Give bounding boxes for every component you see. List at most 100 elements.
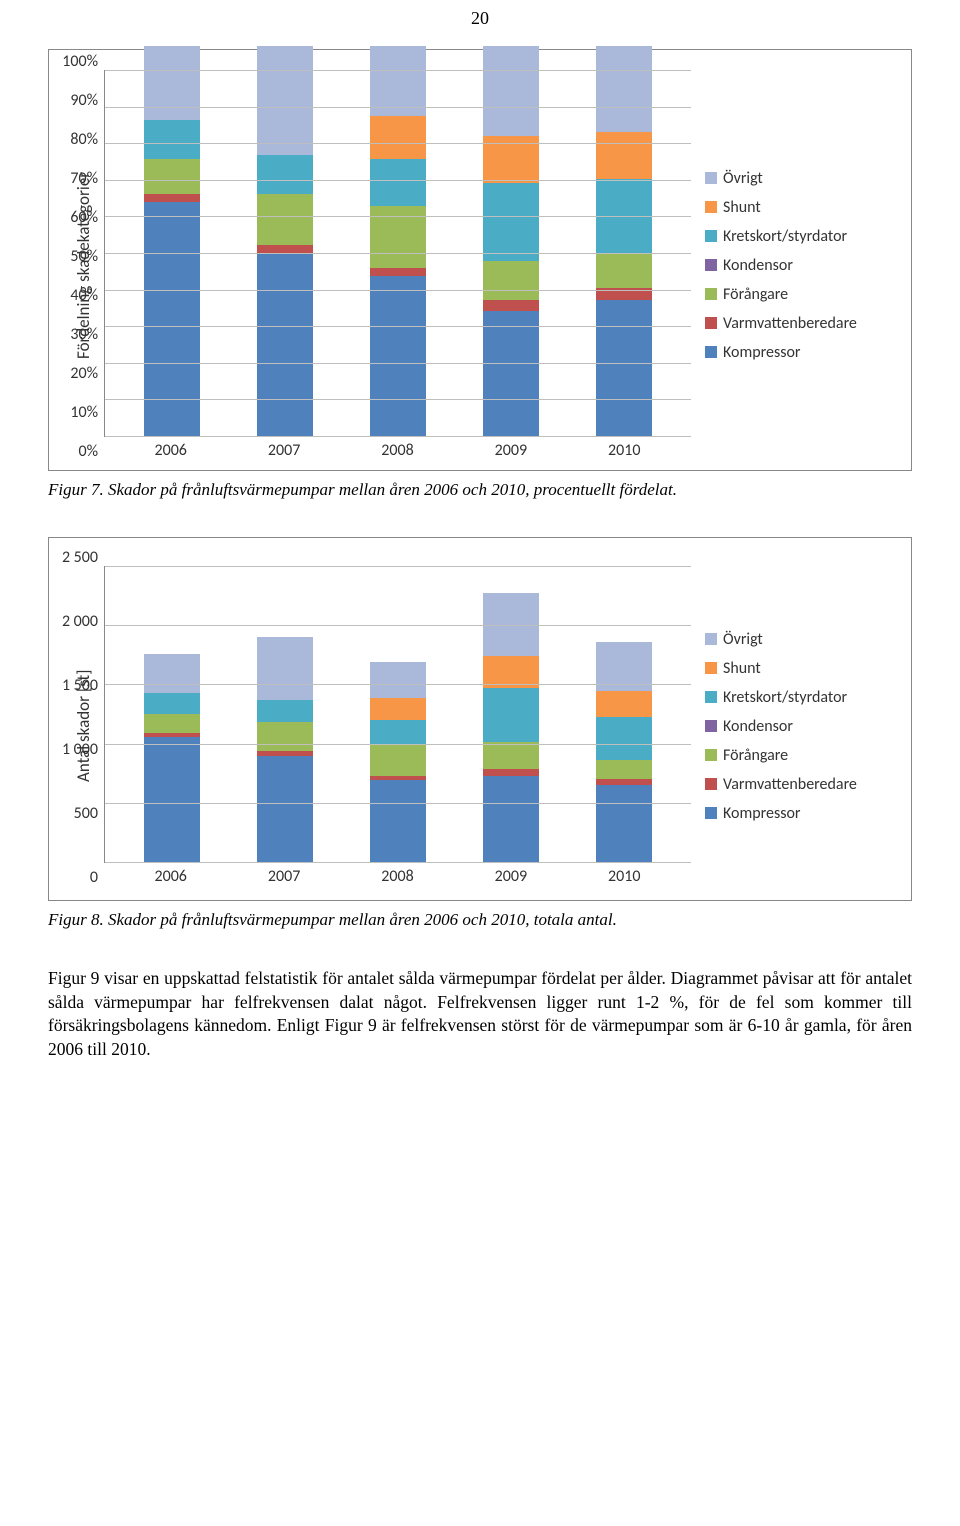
bar-2008 bbox=[370, 46, 426, 436]
legend-item-forangare: Förångare bbox=[705, 285, 891, 304]
segment-forangare bbox=[144, 159, 200, 194]
legend-item-varmvatten: Varmvattenberedare bbox=[705, 314, 891, 333]
segment-forangare bbox=[596, 760, 652, 779]
segment-forangare bbox=[370, 744, 426, 776]
chart1-frame: Fördelning skadekategorier 100%90%80%70%… bbox=[48, 49, 912, 471]
chart1-legend: ÖvrigtShuntKretskort/styrdatorKondensorF… bbox=[691, 70, 891, 460]
legend-swatch bbox=[705, 691, 717, 703]
segment-forangare bbox=[596, 253, 652, 288]
segment-ovrigt bbox=[596, 642, 652, 691]
chart2-plot bbox=[104, 566, 691, 863]
segment-kretskort bbox=[483, 183, 539, 261]
segment-shunt bbox=[370, 698, 426, 720]
legend-swatch bbox=[705, 662, 717, 674]
xtick: 2008 bbox=[369, 867, 425, 886]
legend-item-kompressor: Kompressor bbox=[705, 804, 891, 823]
gridline bbox=[105, 326, 691, 327]
gridline bbox=[105, 862, 691, 863]
gridline bbox=[105, 180, 691, 181]
segment-shunt bbox=[596, 691, 652, 718]
legend-swatch bbox=[705, 288, 717, 300]
legend-swatch bbox=[705, 633, 717, 645]
xtick: 2006 bbox=[143, 867, 199, 886]
bar-2010 bbox=[596, 46, 652, 436]
legend-swatch bbox=[705, 778, 717, 790]
legend-item-varmvatten: Varmvattenberedare bbox=[705, 775, 891, 794]
segment-kretskort bbox=[370, 159, 426, 206]
legend-swatch bbox=[705, 720, 717, 732]
segment-kompressor bbox=[596, 785, 652, 862]
legend-label: Varmvattenberedare bbox=[723, 314, 857, 333]
body-paragraph: Figur 9 visar en uppskattad felstatistik… bbox=[48, 967, 912, 1062]
legend-item-ovrigt: Övrigt bbox=[705, 169, 891, 188]
segment-kompressor bbox=[370, 276, 426, 436]
legend-item-forangare: Förångare bbox=[705, 746, 891, 765]
bar-2006 bbox=[144, 46, 200, 436]
xtick: 2010 bbox=[596, 867, 652, 886]
legend-swatch bbox=[705, 346, 717, 358]
segment-kretskort bbox=[370, 720, 426, 744]
segment-shunt bbox=[596, 132, 652, 179]
segment-kretskort bbox=[144, 693, 200, 713]
segment-varmvatten bbox=[483, 769, 539, 777]
gridline bbox=[105, 107, 691, 108]
segment-ovrigt bbox=[370, 662, 426, 698]
gridline bbox=[105, 216, 691, 217]
bar-2008 bbox=[370, 662, 426, 862]
segment-kompressor bbox=[596, 300, 652, 437]
legend-swatch bbox=[705, 749, 717, 761]
legend-label: Shunt bbox=[723, 659, 761, 678]
legend-item-kondensor: Kondensor bbox=[705, 717, 891, 736]
segment-ovrigt bbox=[144, 654, 200, 694]
gridline bbox=[105, 436, 691, 437]
legend-swatch bbox=[705, 259, 717, 271]
legend-label: Kondensor bbox=[723, 717, 793, 736]
gridline bbox=[105, 803, 691, 804]
legend-label: Kretskort/styrdator bbox=[723, 227, 847, 246]
gridline bbox=[105, 684, 691, 685]
legend-label: Kompressor bbox=[723, 804, 801, 823]
legend-swatch bbox=[705, 201, 717, 213]
legend-swatch bbox=[705, 317, 717, 329]
chart2-legend: ÖvrigtShuntKretskort/styrdatorKondensorF… bbox=[691, 566, 891, 886]
segment-forangare bbox=[257, 194, 313, 245]
segment-kretskort bbox=[257, 155, 313, 194]
segment-ovrigt bbox=[144, 46, 200, 120]
segment-varmvatten bbox=[370, 268, 426, 276]
segment-kretskort bbox=[257, 700, 313, 722]
xtick: 2007 bbox=[256, 441, 312, 460]
chart2-plotwrap: 20062007200820092010 bbox=[104, 566, 691, 886]
caption-figur8: Figur 8. Skador på frånluftsvärmepumpar … bbox=[48, 909, 912, 931]
gridline bbox=[105, 290, 691, 291]
segment-forangare bbox=[144, 714, 200, 733]
gridline bbox=[105, 566, 691, 567]
gridline bbox=[105, 70, 691, 71]
segment-kretskort bbox=[144, 120, 200, 159]
legend-item-kretskort: Kretskort/styrdator bbox=[705, 688, 891, 707]
legend-label: Förångare bbox=[723, 746, 788, 765]
xtick: 2006 bbox=[143, 441, 199, 460]
segment-ovrigt bbox=[257, 46, 313, 155]
segment-kompressor bbox=[144, 202, 200, 436]
chart1-area: Fördelning skadekategorier 100%90%80%70%… bbox=[69, 70, 891, 460]
legend-swatch bbox=[705, 230, 717, 242]
caption-figur7: Figur 7. Skador på frånluftsvärmepumpar … bbox=[48, 479, 912, 501]
segment-kompressor bbox=[257, 756, 313, 862]
bar-2009 bbox=[483, 593, 539, 862]
legend-item-kretskort: Kretskort/styrdator bbox=[705, 227, 891, 246]
legend-label: Shunt bbox=[723, 198, 761, 217]
segment-ovrigt bbox=[483, 46, 539, 136]
gridline bbox=[105, 744, 691, 745]
xtick: 2008 bbox=[369, 441, 425, 460]
segment-shunt bbox=[483, 656, 539, 688]
chart2-xaxis: 20062007200820092010 bbox=[104, 863, 691, 886]
segment-kompressor bbox=[257, 253, 313, 436]
segment-varmvatten bbox=[144, 194, 200, 202]
segment-ovrigt bbox=[596, 46, 652, 132]
legend-swatch bbox=[705, 807, 717, 819]
chart2-frame: Antal skador [st] 2 5002 0001 5001 00050… bbox=[48, 537, 912, 901]
legend-swatch bbox=[705, 172, 717, 184]
bar-2007 bbox=[257, 46, 313, 436]
segment-varmvatten bbox=[257, 245, 313, 253]
segment-ovrigt bbox=[257, 637, 313, 700]
